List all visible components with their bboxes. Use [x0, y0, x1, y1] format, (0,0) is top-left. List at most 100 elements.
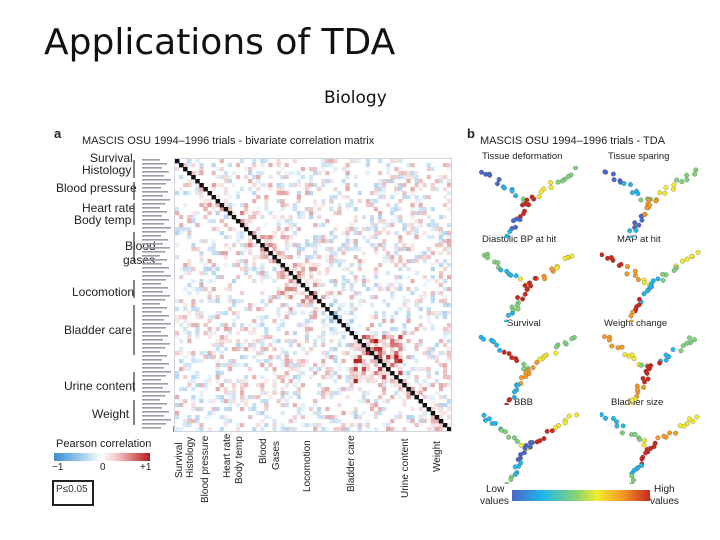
matrix-cell [345, 163, 350, 168]
matrix-cell [268, 175, 273, 180]
matrix-cell [341, 351, 346, 356]
tda-node [629, 402, 635, 405]
matrix-cell [215, 167, 220, 172]
matrix-cell [398, 255, 403, 260]
matrix-cell [325, 351, 330, 356]
matrix-cell [288, 279, 293, 284]
matrix-cell [199, 283, 204, 288]
matrix-cell [333, 251, 338, 256]
matrix-diagonal-cell [175, 159, 180, 164]
matrix-cell [373, 243, 379, 248]
matrix-cell [231, 387, 237, 392]
tda-legend-low-2: values [480, 496, 509, 507]
tda-node [639, 217, 645, 223]
matrix-cell [442, 327, 448, 332]
matrix-cell [382, 399, 387, 404]
matrix-cell [325, 179, 330, 184]
matrix-cell [272, 387, 277, 392]
matrix-cell [313, 183, 318, 188]
matrix-cell [438, 271, 444, 276]
matrix-cell [402, 327, 407, 332]
matrix-cell [390, 375, 395, 380]
matrix-cell [308, 315, 314, 320]
matrix-cell [280, 351, 285, 356]
matrix-cell [377, 179, 383, 184]
matrix-cell [446, 167, 451, 172]
matrix-cell [398, 171, 403, 176]
matrix-cell [304, 423, 310, 428]
matrix-cell [313, 339, 318, 344]
matrix-cell [256, 339, 261, 344]
matrix-cell [422, 295, 427, 300]
matrix-cell [313, 371, 318, 376]
matrix-cell [239, 299, 245, 304]
matrix-cell [398, 215, 403, 220]
matrix-cell [268, 211, 273, 216]
matrix-cell [199, 395, 204, 400]
matrix-cell [244, 211, 249, 216]
matrix-cell [349, 239, 354, 244]
matrix-cell [248, 243, 253, 248]
matrix-cell [434, 379, 440, 384]
tda-node [632, 273, 638, 278]
matrix-cell [280, 387, 285, 392]
tda-node [486, 416, 492, 422]
matrix-cell [341, 179, 346, 184]
matrix-cell [422, 183, 427, 188]
matrix-cell [199, 171, 204, 176]
matrix-cell [252, 407, 257, 412]
matrix-cell [410, 175, 415, 180]
matrix-cell [215, 275, 220, 280]
matrix-cell [398, 351, 403, 356]
matrix-cell [329, 195, 334, 200]
matrix-cell [300, 303, 306, 308]
matrix-cell [252, 211, 257, 216]
matrix-cell [175, 411, 180, 416]
tda-network-graph [602, 334, 697, 405]
matrix-cell [308, 275, 314, 280]
matrix-cell [382, 391, 387, 396]
tda-node [501, 349, 507, 355]
matrix-cell [227, 163, 233, 168]
matrix-cell [357, 191, 362, 196]
matrix-cell [211, 407, 216, 412]
matrix-cell [207, 299, 212, 304]
tda-node [600, 252, 605, 258]
matrix-cell [300, 311, 306, 316]
matrix-cell [333, 331, 338, 336]
matrix-cell [442, 203, 448, 208]
tda-network-graph [600, 250, 701, 322]
matrix-cell [394, 191, 399, 196]
matrix-cell [280, 231, 285, 236]
matrix-cell [313, 223, 318, 228]
matrix-cell [317, 423, 322, 428]
matrix-cell [207, 335, 212, 340]
matrix-diagonal-cell [183, 167, 188, 172]
matrix-cell [438, 311, 444, 316]
matrix-cell [410, 215, 415, 220]
row-variable-name [142, 187, 161, 189]
tda-node [679, 179, 685, 185]
matrix-cell [239, 251, 245, 256]
matrix-cell [300, 423, 306, 428]
matrix-cell [227, 295, 233, 300]
matrix-cell [284, 263, 289, 268]
matrix-cell [191, 323, 196, 328]
matrix-cell [187, 179, 192, 184]
row-variable-name [142, 267, 169, 269]
matrix-cell [357, 267, 362, 272]
matrix-cell [195, 315, 200, 320]
row-variable-name [142, 399, 160, 401]
matrix-cell [256, 195, 261, 200]
matrix-diagonal-cell [398, 379, 403, 384]
matrix-cell [349, 347, 354, 352]
matrix-cell [284, 363, 289, 368]
matrix-cell [373, 363, 379, 368]
matrix-cell [345, 203, 350, 208]
matrix-diagonal-cell [426, 407, 432, 412]
matrix-cell [211, 351, 216, 356]
matrix-cell [373, 295, 379, 300]
tda-node [522, 283, 528, 288]
matrix-cell [313, 203, 318, 208]
matrix-cell [284, 403, 289, 408]
